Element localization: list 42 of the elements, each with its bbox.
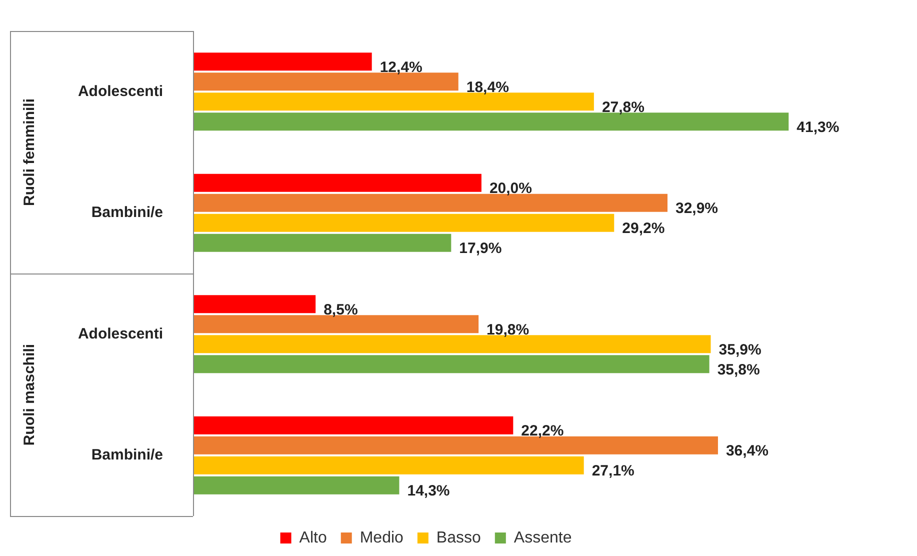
legend-label: Assente [514,529,572,546]
legend-label: Basso [436,529,482,546]
bar [193,436,718,454]
bar [193,234,452,252]
bar [193,52,372,71]
data-label: 18,4% [466,78,509,96]
data-label: 32,9% [675,200,718,218]
data-label: 27,8% [602,98,644,116]
data-label: 8,5% [324,301,358,318]
bar [193,214,614,232]
bar [193,295,316,314]
bar [193,112,789,131]
bar [193,72,458,91]
legend-label: Alto [299,529,327,546]
bar [193,174,482,192]
data-label: 12,4% [380,58,422,76]
data-label: 22,2% [521,422,564,440]
y-tick-label: Adolescenti [78,82,163,100]
data-label: 41,3% [796,118,840,136]
data-label: 17,9% [459,240,502,258]
data-label: 27,1% [592,462,634,480]
bar [193,92,594,111]
text: Ruoli maschili [21,344,38,446]
bar [193,416,514,434]
data-label: 29,2% [622,220,665,238]
bar [193,456,584,474]
bar [193,355,710,374]
bar [193,315,479,334]
data-label: 35,9% [718,341,762,358]
data-label: 14,3% [407,482,450,500]
bar [193,335,711,354]
text: Ruoli femminili [21,98,38,206]
bar [193,476,400,494]
legend-label: Medio [360,529,404,546]
data-label: 20,0% [489,180,532,198]
y-tick-label: Adolescenti [78,325,163,342]
y-tick-label: Bambini/e [91,204,163,222]
bar [193,194,668,212]
y-tick-label: Bambini/e [91,446,163,464]
data-label: 36,4% [726,442,769,460]
data-label: 19,8% [486,321,530,338]
data-label: 35,8% [717,361,760,378]
